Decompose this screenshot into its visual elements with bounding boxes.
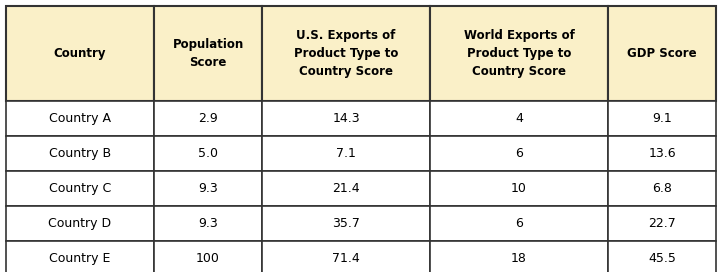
Text: Population
Score: Population Score — [172, 38, 243, 69]
Text: 5.0: 5.0 — [198, 147, 218, 160]
Text: 10: 10 — [511, 182, 527, 195]
Bar — [154, 6, 262, 101]
Bar — [608, 171, 716, 206]
Bar — [6, 136, 154, 171]
Bar — [608, 136, 716, 171]
Text: Country E: Country E — [49, 252, 111, 265]
Bar — [608, 241, 716, 272]
Bar — [154, 241, 262, 272]
Text: 7.1: 7.1 — [336, 147, 356, 160]
Text: 6: 6 — [515, 147, 523, 160]
Bar — [430, 241, 608, 272]
Text: Country D: Country D — [48, 217, 112, 230]
Bar — [262, 171, 430, 206]
Text: 9.1: 9.1 — [652, 112, 672, 125]
Text: Country A: Country A — [49, 112, 111, 125]
Text: 6: 6 — [515, 217, 523, 230]
Bar — [262, 136, 430, 171]
Text: 21.4: 21.4 — [332, 182, 360, 195]
Bar — [262, 241, 430, 272]
Bar — [154, 101, 262, 136]
Bar — [154, 206, 262, 241]
Text: GDP Score: GDP Score — [627, 47, 697, 60]
Text: U.S. Exports of
Product Type to
Country Score: U.S. Exports of Product Type to Country … — [294, 29, 398, 78]
Text: 22.7: 22.7 — [648, 217, 676, 230]
Bar — [608, 206, 716, 241]
Text: 4: 4 — [515, 112, 523, 125]
Bar — [430, 136, 608, 171]
Text: 6.8: 6.8 — [652, 182, 672, 195]
Bar — [608, 101, 716, 136]
Text: 2.9: 2.9 — [198, 112, 218, 125]
Text: 13.6: 13.6 — [648, 147, 676, 160]
Bar — [430, 101, 608, 136]
Text: 35.7: 35.7 — [332, 217, 360, 230]
Bar — [6, 6, 154, 101]
Bar — [6, 171, 154, 206]
Bar — [154, 136, 262, 171]
Bar — [262, 206, 430, 241]
Bar — [430, 171, 608, 206]
Bar — [6, 101, 154, 136]
Text: 45.5: 45.5 — [648, 252, 676, 265]
Bar — [6, 206, 154, 241]
Text: Country B: Country B — [49, 147, 111, 160]
Bar — [262, 6, 430, 101]
Text: World Exports of
Product Type to
Country Score: World Exports of Product Type to Country… — [464, 29, 575, 78]
Text: 14.3: 14.3 — [332, 112, 360, 125]
Text: 18: 18 — [511, 252, 527, 265]
Text: 71.4: 71.4 — [332, 252, 360, 265]
Text: 100: 100 — [196, 252, 220, 265]
Text: Country C: Country C — [49, 182, 111, 195]
Bar — [154, 171, 262, 206]
Text: Country: Country — [54, 47, 107, 60]
Text: 9.3: 9.3 — [198, 182, 218, 195]
Bar — [430, 6, 608, 101]
Bar — [430, 206, 608, 241]
Bar — [262, 101, 430, 136]
Bar — [608, 6, 716, 101]
Text: 9.3: 9.3 — [198, 217, 218, 230]
Bar — [6, 241, 154, 272]
